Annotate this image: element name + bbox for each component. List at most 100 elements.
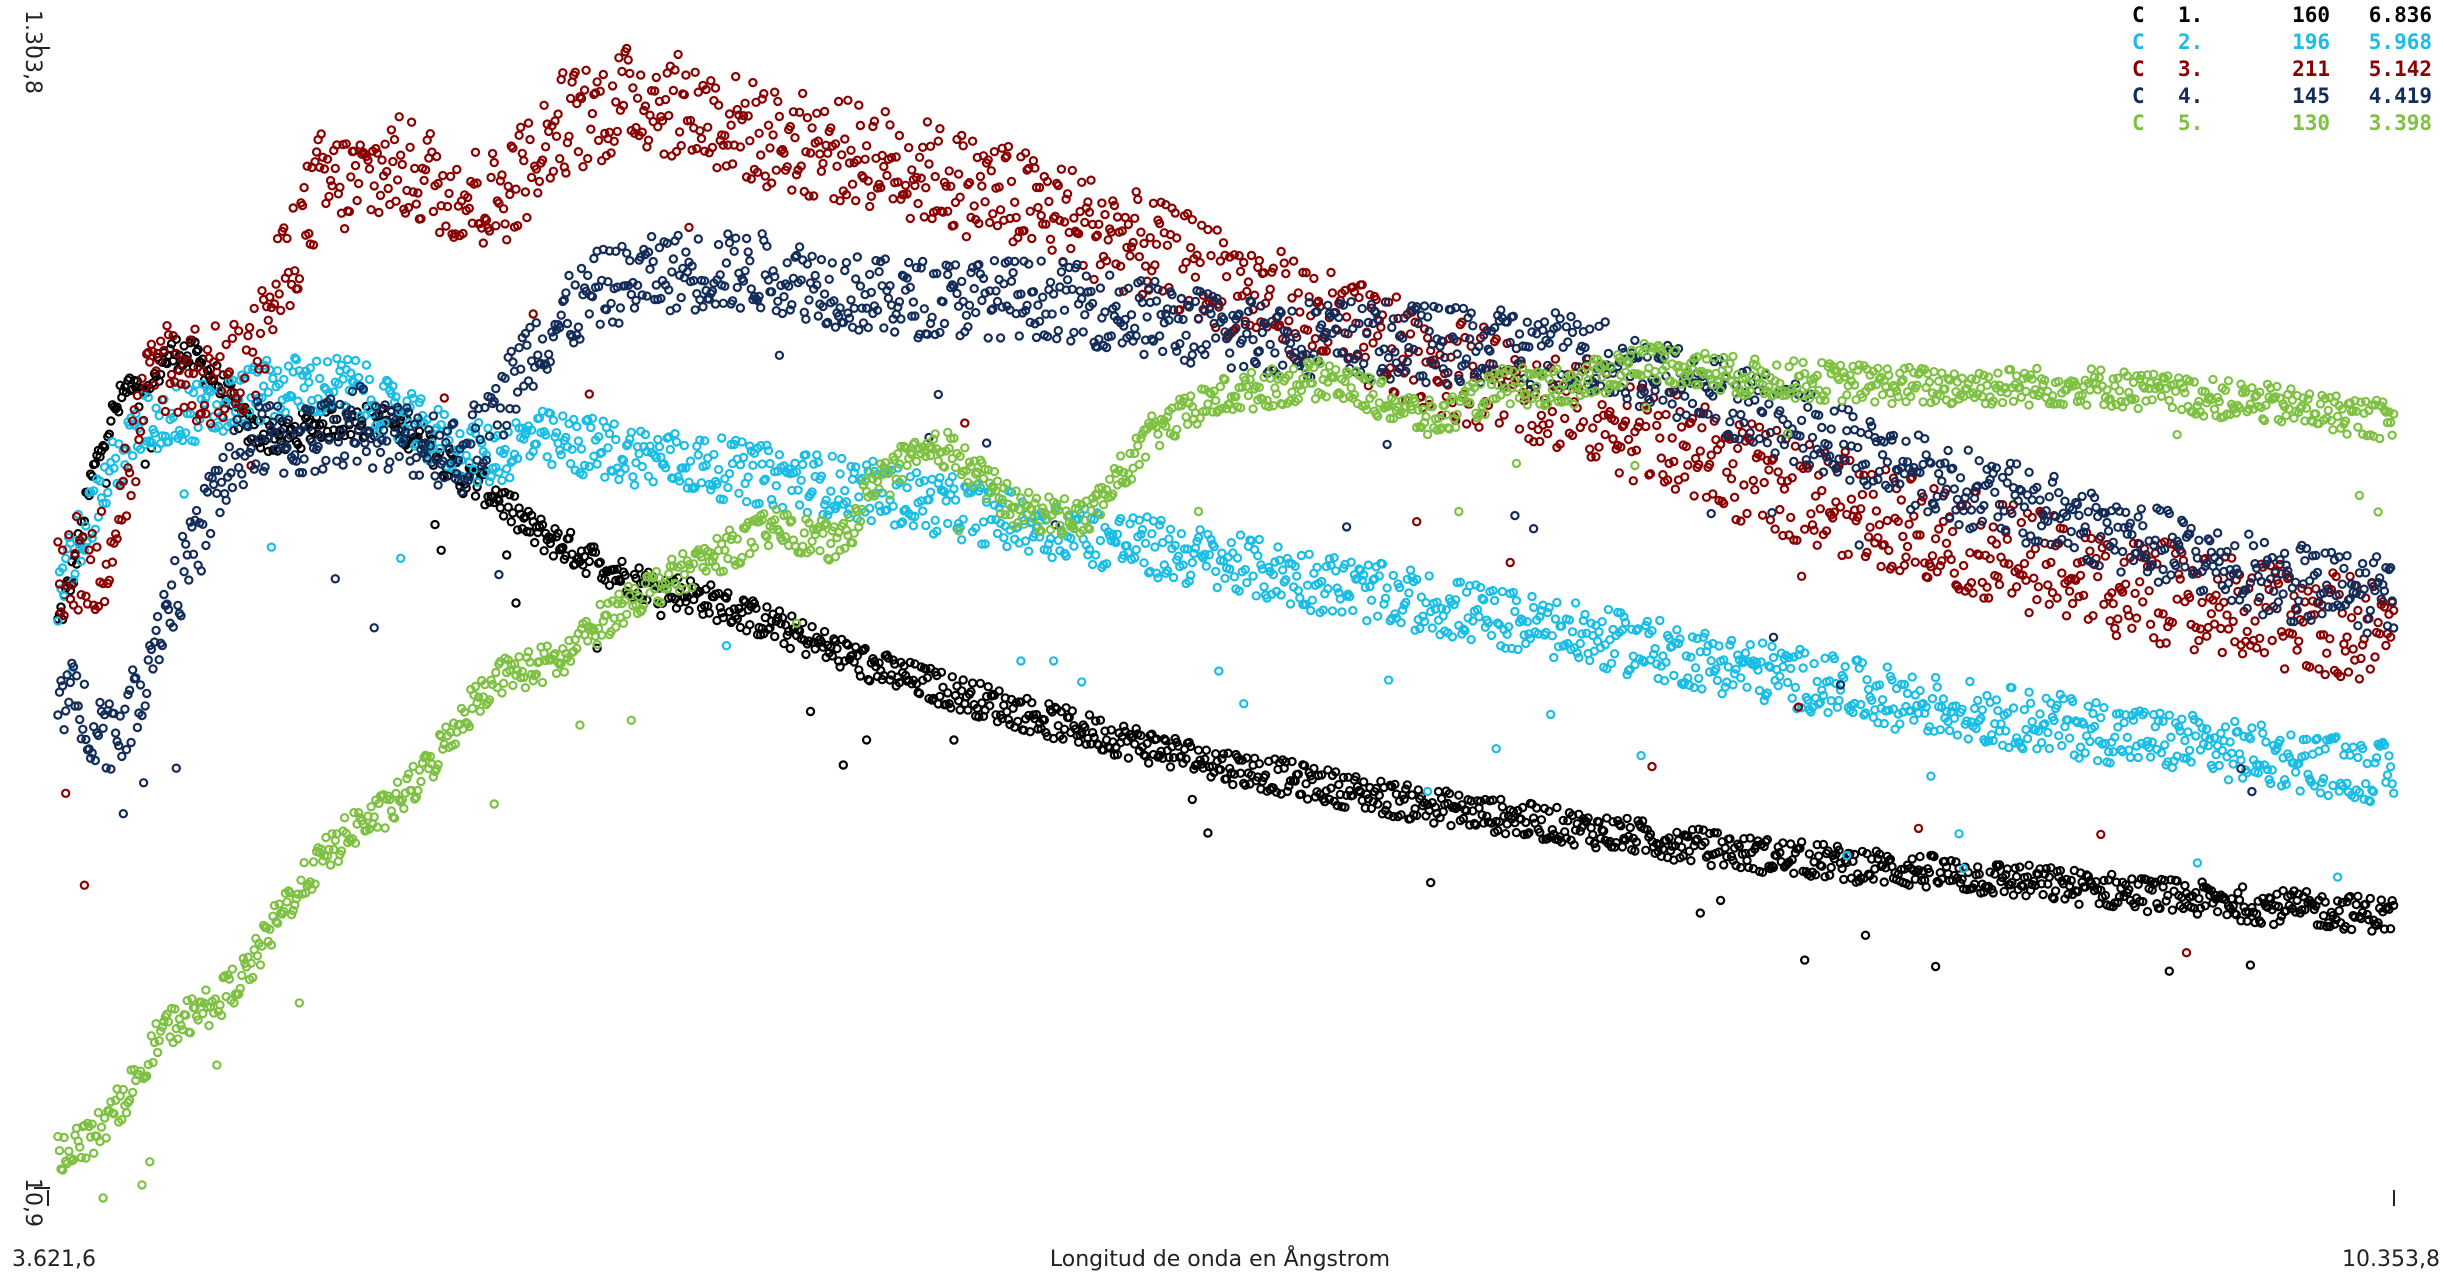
data-point	[168, 331, 178, 341]
data-point	[2024, 860, 2034, 871]
data-point	[522, 340, 532, 350]
data-point	[435, 448, 445, 458]
data-point	[2256, 918, 2266, 928]
data-point	[1438, 807, 1448, 817]
data-point	[1424, 571, 1434, 581]
data-point	[745, 136, 755, 146]
data-point	[1915, 685, 1925, 696]
data-point	[1729, 492, 1740, 502]
data-point	[1047, 552, 1057, 563]
data-point	[1073, 737, 1084, 747]
data-point	[1994, 579, 2005, 590]
data-point	[1134, 515, 1145, 525]
data-point	[1926, 771, 1936, 781]
data-point	[802, 259, 813, 269]
data-point	[558, 68, 568, 78]
data-point	[1407, 790, 1417, 800]
data-point	[805, 148, 816, 158]
data-point	[1499, 811, 1509, 821]
data-point	[2064, 733, 2075, 743]
data-point	[353, 178, 364, 189]
data-point	[516, 364, 526, 374]
data-point	[283, 361, 294, 371]
data-point	[1909, 715, 1919, 725]
data-point	[721, 593, 732, 603]
data-point	[746, 174, 757, 184]
data-point	[127, 451, 138, 461]
data-point	[1142, 738, 1152, 749]
data-point	[2325, 921, 2335, 932]
data-point	[1013, 716, 1023, 727]
data-point	[673, 49, 683, 60]
data-point	[106, 416, 116, 426]
data-point	[763, 445, 774, 456]
data-point	[1045, 234, 1056, 244]
data-point	[79, 516, 90, 526]
data-point	[435, 430, 445, 440]
data-point	[2237, 649, 2248, 659]
data-point	[734, 488, 744, 498]
data-point	[1441, 605, 1452, 615]
data-point	[1511, 827, 1522, 838]
data-point	[759, 88, 769, 99]
data-point	[1095, 715, 1106, 725]
data-point	[497, 170, 507, 180]
data-point	[1949, 568, 1960, 578]
data-point	[625, 68, 635, 79]
data-point	[622, 248, 632, 258]
data-point	[159, 345, 169, 356]
data-point	[558, 542, 568, 553]
data-point	[2279, 664, 2290, 674]
data-point	[2228, 616, 2238, 627]
data-point	[470, 491, 481, 501]
data-point	[428, 206, 439, 217]
data-point	[2381, 640, 2391, 651]
data-point	[1972, 862, 1983, 872]
data-point	[104, 699, 115, 709]
data-point	[2172, 594, 2182, 604]
data-point	[1251, 591, 1261, 601]
data-point	[1326, 267, 1336, 278]
data-point	[498, 511, 509, 521]
data-point	[1044, 196, 1054, 207]
data-point	[670, 65, 680, 75]
data-point	[299, 454, 309, 464]
data-point	[2083, 701, 2093, 711]
data-point	[1511, 595, 1522, 606]
data-point	[717, 433, 727, 443]
data-point	[1376, 322, 1386, 332]
data-point	[1584, 655, 1595, 666]
data-point	[1050, 702, 1060, 713]
data-point	[1647, 761, 1657, 772]
data-point	[643, 135, 654, 145]
data-point	[1248, 571, 1258, 581]
data-point	[1949, 713, 1960, 724]
data-point	[1930, 672, 1941, 683]
data-point	[609, 136, 619, 146]
data-point	[913, 198, 923, 209]
data-point	[1965, 676, 1975, 687]
data-point	[1545, 709, 1556, 720]
data-point	[2010, 863, 2020, 873]
data-point	[346, 368, 356, 378]
data-point	[798, 459, 808, 470]
data-point	[1946, 856, 1956, 866]
data-point	[1164, 534, 1174, 544]
data-point	[2265, 894, 2276, 904]
data-point	[277, 395, 287, 405]
data-point	[452, 469, 462, 479]
data-point	[252, 356, 263, 366]
data-point	[73, 605, 83, 615]
data-point	[339, 451, 350, 461]
data-point	[322, 154, 333, 164]
data-point	[502, 235, 512, 245]
data-point	[1388, 570, 1399, 581]
data-point	[950, 495, 961, 505]
data-point	[1785, 839, 1796, 849]
data-point	[740, 266, 750, 276]
data-point	[628, 472, 638, 482]
data-point	[131, 673, 141, 683]
data-point	[2030, 544, 2041, 554]
data-point	[143, 655, 153, 665]
data-point	[1994, 860, 2005, 870]
